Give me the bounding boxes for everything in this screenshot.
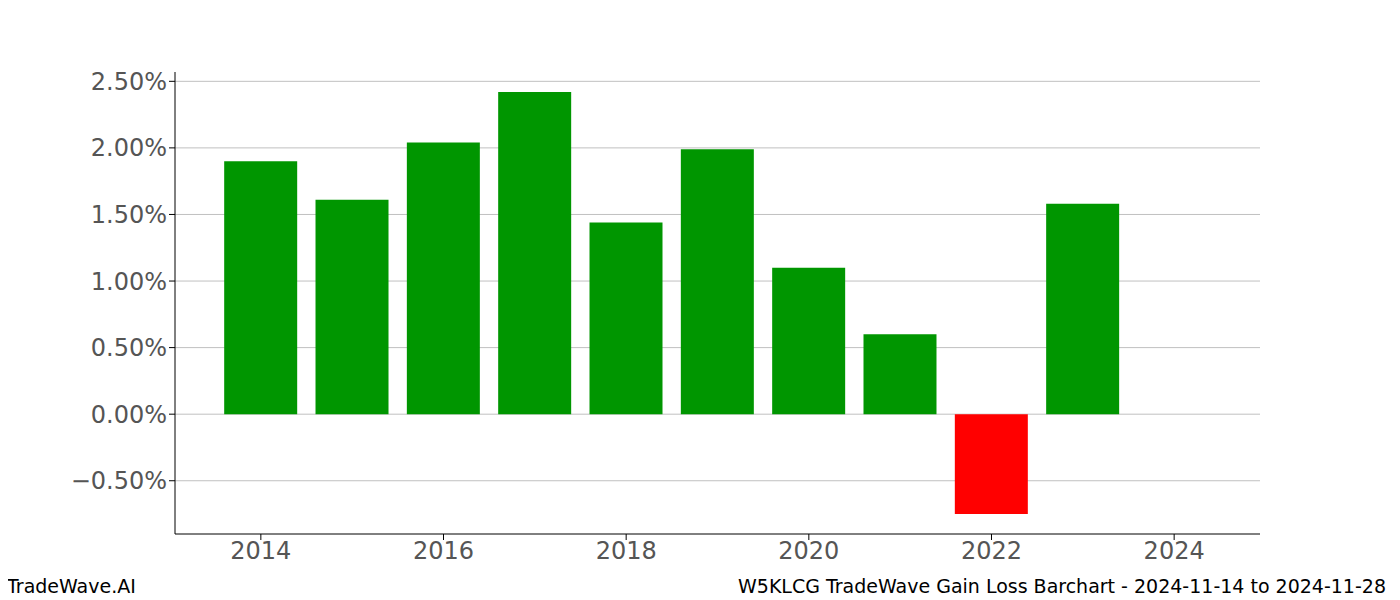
svg-text:1.00%: 1.00% [91,268,167,296]
svg-text:1.50%: 1.50% [91,201,167,229]
svg-text:2.50%: 2.50% [91,68,167,96]
svg-text:2016: 2016 [413,537,474,565]
svg-text:0.50%: 0.50% [91,334,167,362]
svg-text:2022: 2022 [961,537,1022,565]
svg-text:−0.50%: −0.50% [71,467,167,495]
svg-text:2.00%: 2.00% [91,134,167,162]
svg-text:2024: 2024 [1144,537,1205,565]
svg-text:2014: 2014 [230,537,291,565]
html-text:TradeWave.AI: TradeWave.AI [7,575,136,597]
svg-text:2018: 2018 [596,537,657,565]
svg-text:0.00%: 0.00% [91,401,167,429]
html-text:W5KLCG TradeWave Gain Loss Bar: W5KLCG TradeWave Gain Loss Barchart - 20… [738,575,1386,597]
svg-text:2020: 2020 [778,537,839,565]
